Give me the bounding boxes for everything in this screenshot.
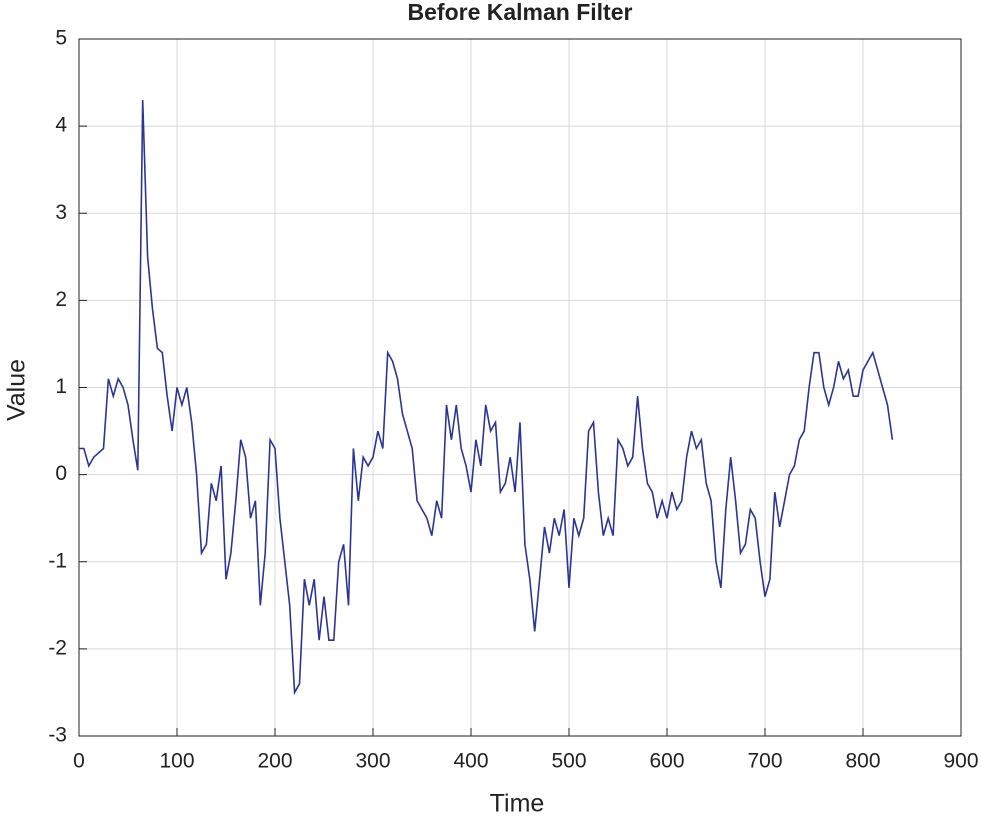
x-tick-label: 900 xyxy=(943,750,978,773)
x-tick-label: 800 xyxy=(845,750,880,773)
chart-title: Before Kalman Filter xyxy=(408,0,633,25)
y-tick-label: 1 xyxy=(55,375,67,398)
y-tick-label: 5 xyxy=(55,27,67,50)
x-tick-label: 700 xyxy=(747,750,782,773)
axes-box xyxy=(78,38,962,737)
y-tick-label: 0 xyxy=(55,462,67,485)
x-tick-label: 300 xyxy=(355,750,390,773)
y-tick-label: -3 xyxy=(48,724,67,747)
x-tick-label: 0 xyxy=(73,750,85,773)
data-line xyxy=(79,99,894,696)
y-tick-label: 2 xyxy=(55,288,67,311)
y-tick-label: -2 xyxy=(48,636,67,659)
x-tick-label: 500 xyxy=(551,750,586,773)
y-tick-label: -1 xyxy=(48,549,67,572)
x-axis-label: Time xyxy=(490,790,545,818)
x-tick-label: 200 xyxy=(257,750,292,773)
y-tick-label: 4 xyxy=(55,114,67,137)
x-tick-label: 400 xyxy=(453,750,488,773)
x-tick-label: 100 xyxy=(159,750,194,773)
y-tick-label: 3 xyxy=(55,201,67,224)
x-tick-label: 600 xyxy=(649,750,684,773)
y-axis-label: Value xyxy=(3,359,31,421)
